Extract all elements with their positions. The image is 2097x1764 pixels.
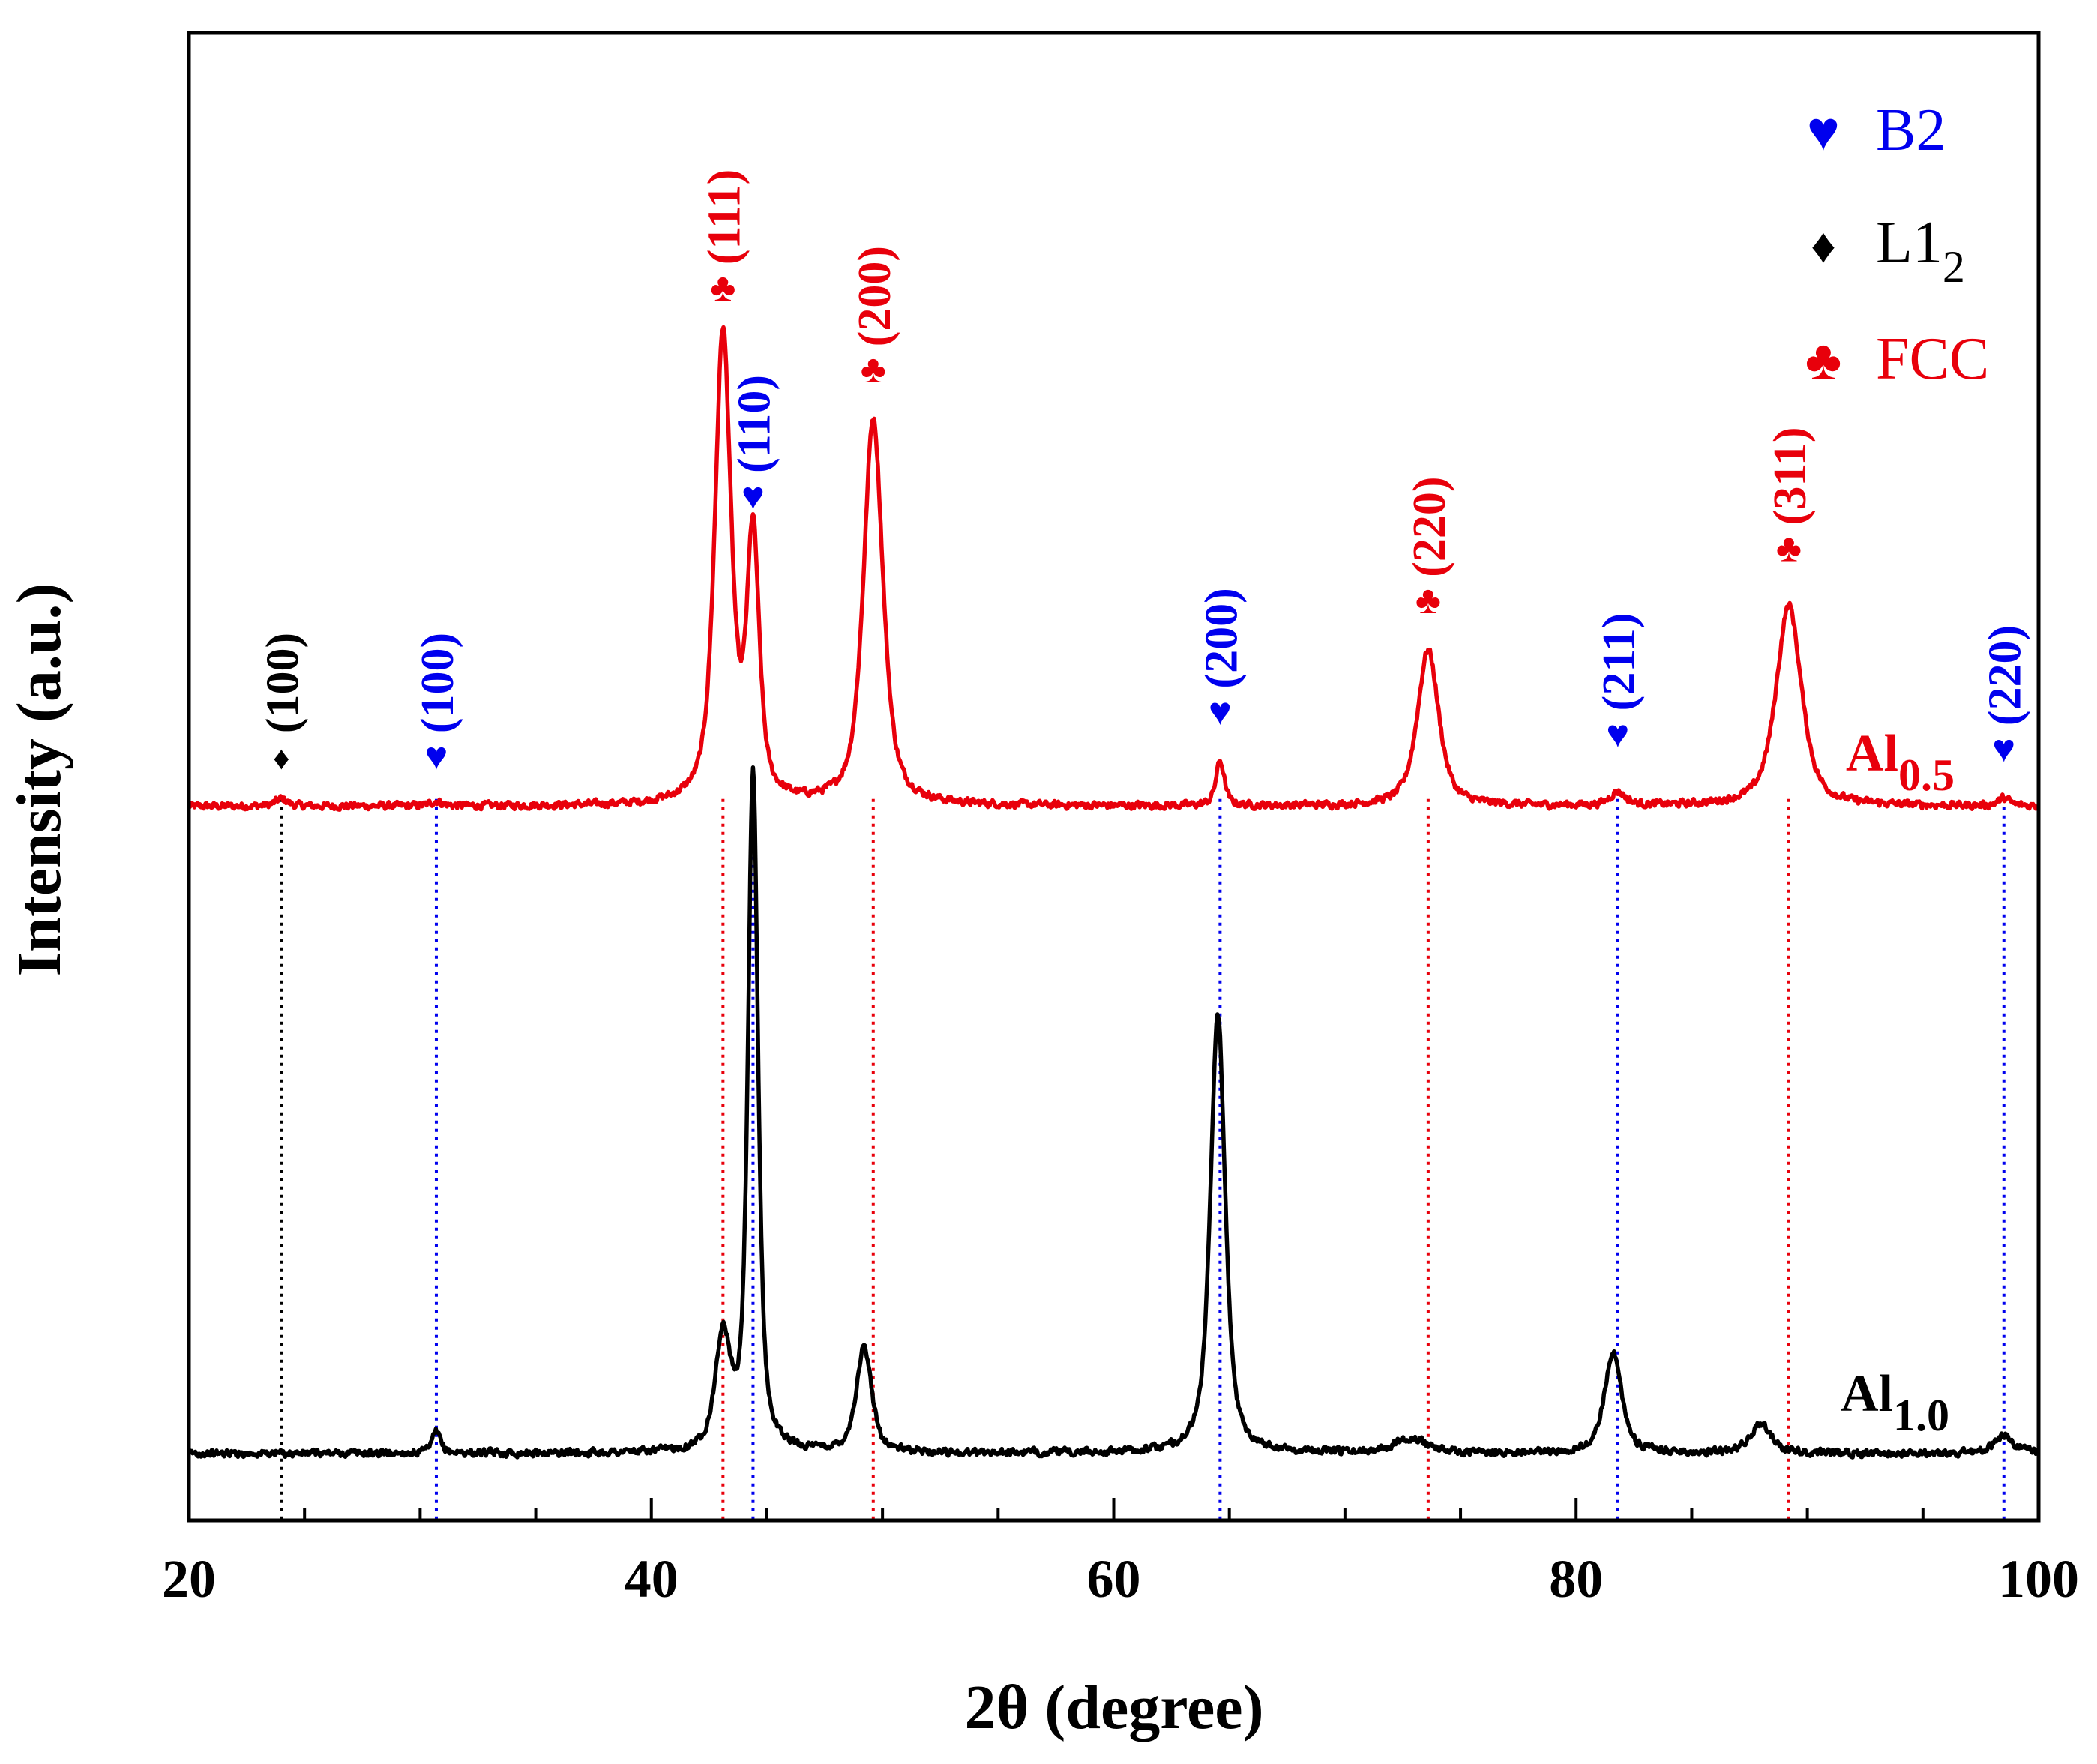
peak-label: (100) [257, 633, 308, 733]
reference-lines [280, 798, 2006, 1520]
peak-label: (220) [1404, 476, 1455, 577]
x-tick-label: 40 [625, 1549, 679, 1609]
legend-b2-symbol: ♥ [1807, 101, 1840, 163]
peak-symbol: ♣ [710, 267, 735, 310]
legend-entry-b2: ♥ B2 [1807, 97, 1946, 163]
series-label-al10-main: Al [1841, 1365, 1893, 1423]
x-axis: 20 40 60 80 100 [162, 1498, 2079, 1609]
legend-fcc-label: FCC [1876, 326, 1989, 392]
peak-symbol: ♥ [1209, 691, 1232, 734]
legend-l12-sub: 2 [1943, 242, 1965, 292]
peak-symbol: ♥ [741, 475, 765, 518]
peak-label: (211) [1594, 612, 1645, 711]
x-tick-label: 100 [1998, 1549, 2079, 1609]
peak-label: (311) [1765, 427, 1816, 525]
peak-symbol: ♦ [273, 740, 289, 777]
peak-annotations: ♦(100)♥(100)♣(111)♥(110)♣(200)♥(200) ♣(22… [257, 169, 2030, 778]
series-label-al05: Al0.5 [1846, 725, 1955, 800]
series-label-al05-sub: 0.5 [1898, 750, 1955, 800]
x-tick-label: 60 [1087, 1549, 1141, 1609]
y-axis-label: Intensity (a.u.) [4, 583, 74, 976]
series-layer [187, 325, 2041, 1460]
peak-symbol: ♣ [1415, 580, 1441, 622]
x-tick-label: 80 [1549, 1549, 1603, 1609]
peak-symbol: ♣ [861, 349, 886, 391]
peak-symbol: ♥ [1992, 728, 2015, 771]
peak-symbol: ♥ [425, 735, 448, 778]
series-Al05-line [187, 325, 2041, 812]
peak-label: (220) [1980, 625, 2031, 726]
peak-label: (200) [1196, 588, 1247, 688]
legend: ♥ B2 ♦ L12 ♣ FCC [1805, 97, 1990, 392]
peak-label: (100) [412, 633, 463, 733]
x-tick-label: 20 [162, 1549, 216, 1609]
series-labels: Al0.5 Al1.0 [1841, 725, 1955, 1440]
series-label-al10: Al1.0 [1841, 1365, 1949, 1440]
series-label-al05-main: Al [1846, 725, 1898, 783]
legend-l12-label: L12 [1876, 210, 1965, 292]
series-Al10-line [187, 765, 2041, 1460]
x-axis-label: 2θ (degree) [964, 1673, 1263, 1742]
legend-fcc-symbol: ♣ [1805, 330, 1842, 391]
series-label-al10-sub: 1.0 [1893, 1391, 1949, 1440]
legend-l12-symbol: ♦ [1811, 219, 1836, 274]
peak-label: (200) [849, 246, 900, 346]
peak-label: (111) [699, 169, 750, 265]
legend-b2-label: B2 [1876, 97, 1946, 163]
peak-symbol: ♥ [1606, 713, 1629, 756]
legend-l12-main: L1 [1876, 210, 1943, 276]
plot-frame [187, 31, 2041, 1523]
peak-symbol: ♣ [1776, 527, 1802, 570]
peak-label: (110) [729, 375, 780, 473]
legend-entry-l12: ♦ L12 [1811, 210, 1965, 292]
legend-entry-fcc: ♣ FCC [1805, 326, 1990, 392]
